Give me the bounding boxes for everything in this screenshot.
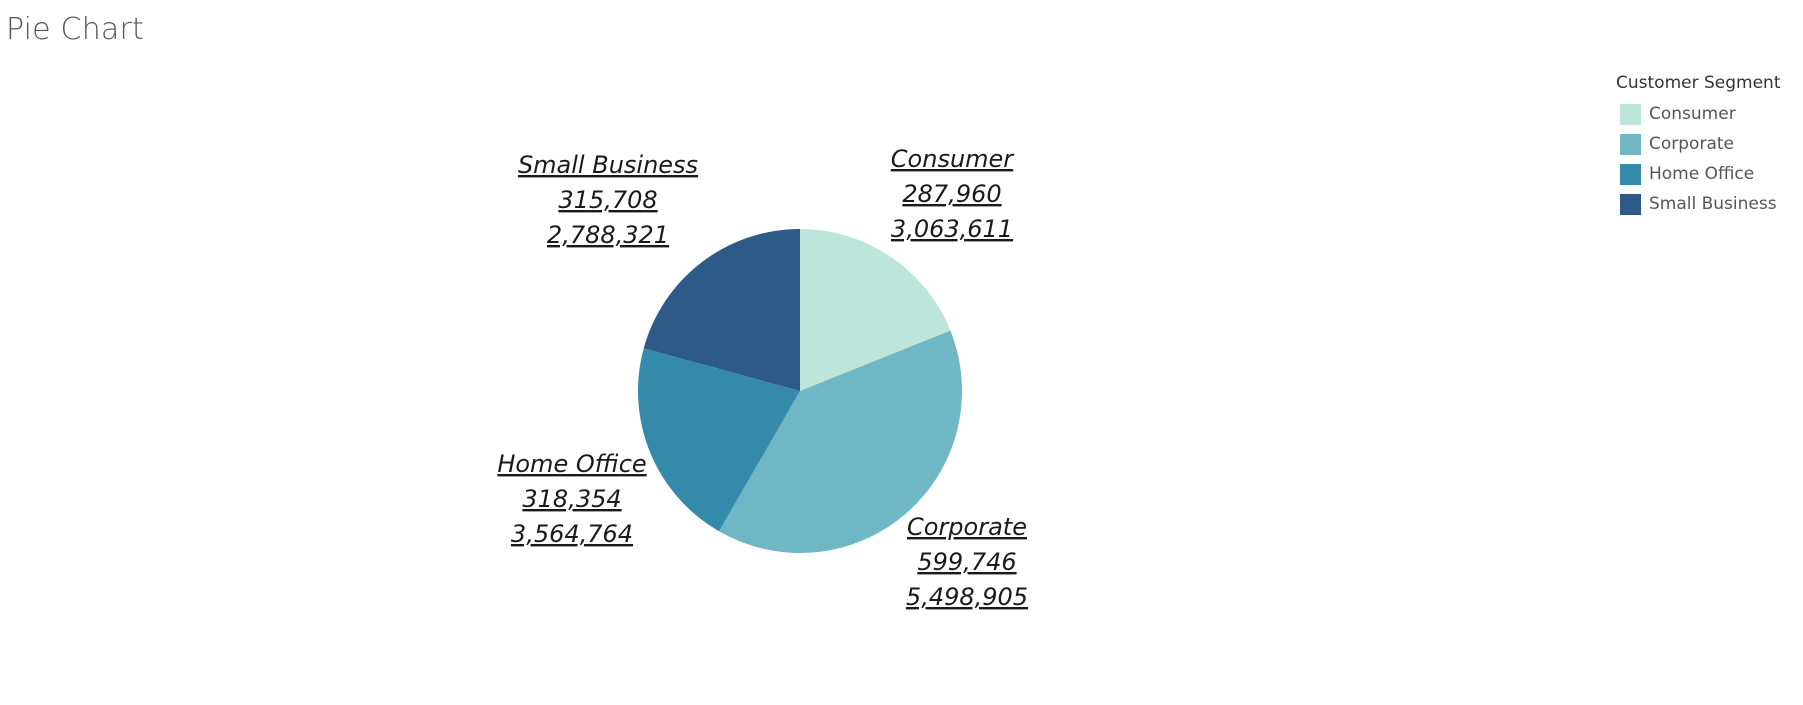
- slice-label-secondary-consumer: 3,063,611: [891, 215, 1013, 243]
- slice-label-value-consumer: 287,960: [902, 180, 1001, 208]
- pie-slice-corporate[interactable]: [719, 330, 962, 553]
- legend-items: Consumer Corporate Home Office Small Bus…: [1616, 99, 1780, 219]
- legend-label: Consumer: [1649, 104, 1736, 124]
- pie-slice-consumer[interactable]: [800, 229, 951, 391]
- legend: Customer Segment Consumer Corporate Home…: [1616, 73, 1780, 219]
- pie-slices: [637, 229, 962, 553]
- slice-label-value-corporate: 599,746: [917, 548, 1016, 576]
- pie-labels: Consumer 287,960 3,063,611 Corporate 599,746…: [497, 145, 1028, 611]
- slice-label-value-small-business: 315,708: [558, 186, 657, 214]
- legend-title: Customer Segment: [1616, 73, 1781, 93]
- legend-swatch: [1620, 193, 1641, 215]
- slice-label-value-home-office: 318,354: [522, 485, 621, 513]
- legend-label: Home Office: [1649, 164, 1755, 184]
- legend-swatch: [1620, 133, 1641, 155]
- slice-label-secondary-corporate: 5,498,905: [906, 583, 1028, 611]
- slice-label-secondary-home-office: 3,564,764: [511, 520, 633, 548]
- legend-label: Small Business: [1649, 194, 1777, 214]
- legend-swatch: [1620, 103, 1641, 125]
- legend-item-consumer[interactable]: Consumer: [1620, 99, 1780, 129]
- slice-label-secondary-small-business: 2,788,321: [547, 221, 669, 249]
- legend-item-home-office[interactable]: Home Office: [1620, 159, 1780, 189]
- slice-label-name-corporate: Corporate: [907, 513, 1027, 541]
- slice-label-name-small-business: Small Business: [518, 151, 698, 179]
- slice-label-name-home-office: Home Office: [497, 450, 646, 478]
- legend-swatch: [1620, 163, 1641, 185]
- pie-slice-home-office[interactable]: [637, 348, 800, 532]
- legend-label: Corporate: [1649, 134, 1734, 154]
- pie-slice-small-business[interactable]: [643, 229, 800, 391]
- legend-item-small-business[interactable]: Small Business: [1620, 189, 1780, 219]
- slice-label-name-consumer: Consumer: [891, 145, 1016, 173]
- legend-item-corporate[interactable]: Corporate: [1620, 129, 1780, 159]
- page-title: Pie Chart: [6, 12, 145, 47]
